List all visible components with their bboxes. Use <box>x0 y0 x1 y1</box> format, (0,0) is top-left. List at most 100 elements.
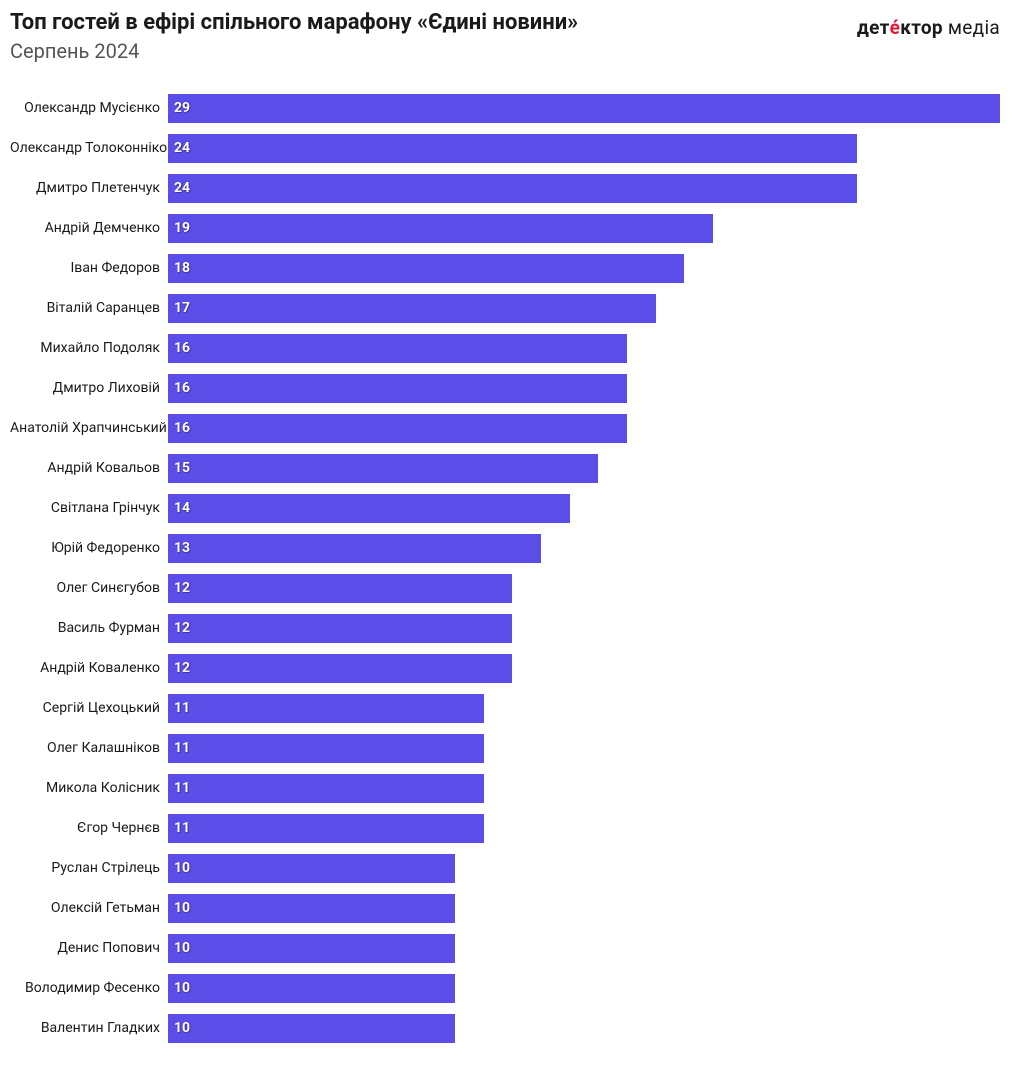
bar: 10 <box>168 894 455 923</box>
chart-row: Василь Фурман12 <box>10 608 1000 648</box>
chart-row: Андрій Ковальов 15 <box>10 448 1000 488</box>
bar-area: 11 <box>168 774 1000 803</box>
chart-row: Сергій Цехоцький11 <box>10 688 1000 728</box>
bar: 11 <box>168 734 484 763</box>
bar-chart: Олександр Мусієнко 29 Олександр Толоконнік… <box>10 88 1000 1048</box>
bar-value: 18 <box>174 260 190 276</box>
bar-label: Андрій Ковальов <box>10 460 168 476</box>
bar-area: 14 <box>168 494 1000 523</box>
title-block: Топ гостей в ефірі спільного марафону «Є… <box>10 10 857 63</box>
bar-label: Віталій Саранцев <box>10 300 168 316</box>
bar: 12 <box>168 614 512 643</box>
chart-row: Андрій Демченко19 <box>10 208 1000 248</box>
bar-area: 24 <box>168 134 1000 163</box>
bar-value: 16 <box>174 420 190 436</box>
bar-value: 19 <box>174 220 190 236</box>
bar: 19 <box>168 214 713 243</box>
bar-area: 18 <box>168 254 1000 283</box>
bar: 16 <box>168 334 627 363</box>
bar-value: 29 <box>174 100 190 116</box>
chart-row: Світлана Грінчук 14 <box>10 488 1000 528</box>
logo-part1: дет <box>857 16 890 39</box>
chart-row: Юрій Федоренко13 <box>10 528 1000 568</box>
bar-label: Юрій Федоренко <box>10 540 168 556</box>
bar-value: 10 <box>174 940 190 956</box>
bar-label: Анатолій Храпчинський <box>10 420 168 436</box>
bar: 24 <box>168 174 857 203</box>
bar: 17 <box>168 294 656 323</box>
chart-row: Олег Калашніков 11 <box>10 728 1000 768</box>
chart-row: Олександр Мусієнко 29 <box>10 88 1000 128</box>
chart-row: Олександр Толоконніков24 <box>10 128 1000 168</box>
chart-row: Олег Синєгубов12 <box>10 568 1000 608</box>
bar: 11 <box>168 814 484 843</box>
logo: детéктор медіа <box>857 16 1000 39</box>
bar-value: 10 <box>174 980 190 996</box>
bar-label: Дмитро Лиховій <box>10 380 168 396</box>
bar-value: 10 <box>174 860 190 876</box>
chart-title: Топ гостей в ефірі спільного марафону «Є… <box>10 10 857 35</box>
bar-area: 13 <box>168 534 1000 563</box>
bar-label: Микола Колісник <box>10 780 168 796</box>
chart-subtitle: Серпень 2024 <box>10 39 857 63</box>
bar-label: Володимир Фесенко <box>10 980 168 996</box>
chart-row: Віталій Саранцев17 <box>10 288 1000 328</box>
chart-row: Руслан Стрілець 10 <box>10 848 1000 888</box>
chart-row: Дмитро Плетенчук 24 <box>10 168 1000 208</box>
chart-row: Валентин Гладких10 <box>10 1008 1000 1048</box>
bar-value: 12 <box>174 660 190 676</box>
bar-label: Олег Калашніков <box>10 740 168 756</box>
bar-label: Денис Попович <box>10 940 168 956</box>
bar: 16 <box>168 414 627 443</box>
bar-area: 10 <box>168 1014 1000 1043</box>
bar-value: 11 <box>174 780 190 796</box>
bar-label: Єгор Чернєв <box>10 820 168 836</box>
bar: 18 <box>168 254 684 283</box>
bar-area: 15 <box>168 454 1000 483</box>
bar: 10 <box>168 974 455 1003</box>
chart-row: Денис Попович 10 <box>10 928 1000 968</box>
bar: 24 <box>168 134 857 163</box>
bar-area: 24 <box>168 174 1000 203</box>
bar-value: 10 <box>174 1020 190 1036</box>
bar-label: Сергій Цехоцький <box>10 700 168 716</box>
chart-row: Михайло Подоляк16 <box>10 328 1000 368</box>
bar-value: 24 <box>174 140 190 156</box>
bar-area: 12 <box>168 614 1000 643</box>
bar: 15 <box>168 454 598 483</box>
bar: 10 <box>168 934 455 963</box>
bar: 29 <box>168 94 1000 123</box>
bar-area: 11 <box>168 814 1000 843</box>
logo-part3: медіа <box>943 16 1000 39</box>
bar-area: 12 <box>168 574 1000 603</box>
bar: 11 <box>168 694 484 723</box>
chart-row: Єгор Чернєв 11 <box>10 808 1000 848</box>
bar-area: 16 <box>168 374 1000 403</box>
chart-row: Іван Федоров18 <box>10 248 1000 288</box>
bar: 14 <box>168 494 570 523</box>
bar-label: Світлана Грінчук <box>10 500 168 516</box>
bar-area: 10 <box>168 974 1000 1003</box>
bar-value: 11 <box>174 740 190 756</box>
bar-value: 10 <box>174 900 190 916</box>
bar-area: 11 <box>168 734 1000 763</box>
bar: 12 <box>168 654 512 683</box>
bar-value: 14 <box>174 500 190 516</box>
bar-label: Михайло Подоляк <box>10 340 168 356</box>
bar-label: Руслан Стрілець <box>10 860 168 876</box>
bar: 12 <box>168 574 512 603</box>
chart-row: Володимир Фесенко 10 <box>10 968 1000 1008</box>
chart-row: Микола Колісник 11 <box>10 768 1000 808</box>
bar-value: 15 <box>174 460 190 476</box>
bar-label: Олександр Мусієнко <box>10 100 168 116</box>
bar: 16 <box>168 374 627 403</box>
bar-area: 16 <box>168 334 1000 363</box>
chart-row: Олексій Гетьман10 <box>10 888 1000 928</box>
bar-value: 11 <box>174 820 190 836</box>
bar-value: 12 <box>174 620 190 636</box>
bar: 11 <box>168 774 484 803</box>
bar-label: Дмитро Плетенчук <box>10 180 168 196</box>
bar-area: 29 <box>168 94 1000 123</box>
bar-value: 24 <box>174 180 190 196</box>
bar-area: 10 <box>168 894 1000 923</box>
